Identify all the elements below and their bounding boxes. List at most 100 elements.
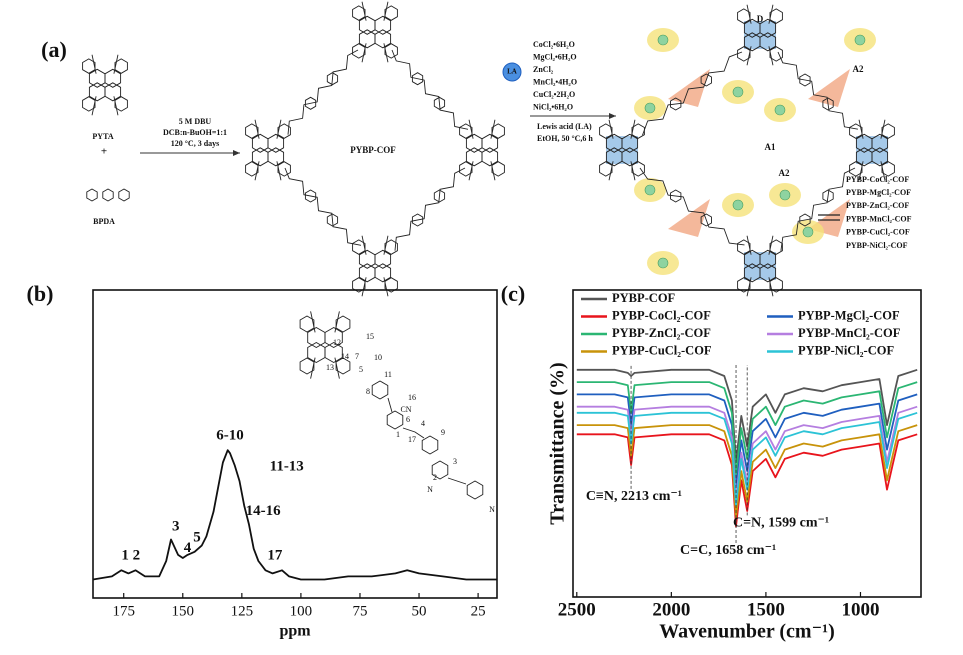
bond <box>310 311 316 333</box>
ring <box>759 249 777 269</box>
annotation: 5 <box>193 529 201 545</box>
atom-label: 4 <box>421 419 425 428</box>
plot-frame <box>92 289 498 599</box>
acceptor-site <box>668 69 710 107</box>
spectrum-line <box>576 433 918 528</box>
bond <box>276 161 282 181</box>
linker <box>642 51 743 136</box>
bond <box>768 46 774 66</box>
arrow-head <box>233 150 240 156</box>
ring <box>352 5 366 21</box>
annotation: 6-10 <box>216 427 244 443</box>
monomer-label: PYTA <box>92 132 113 141</box>
bond <box>361 1 367 21</box>
linker <box>394 167 466 251</box>
annotation: 17 <box>267 548 283 564</box>
atom-label: 5 <box>359 365 363 374</box>
ring <box>481 147 499 167</box>
x-axis-label: Wavenumber (cm⁻¹) <box>659 621 835 643</box>
annotation: 4 <box>184 540 192 556</box>
bond <box>361 43 367 63</box>
annotation: 1 2 <box>121 548 140 564</box>
x-tick-label: 50 <box>412 603 427 619</box>
bond <box>254 161 260 181</box>
monomer-label: BPDA <box>93 217 115 226</box>
annotation: C≡N, 2213 cm⁻¹ <box>586 489 682 504</box>
ring <box>304 189 317 203</box>
ring <box>799 213 811 227</box>
atom-label: 13 <box>326 363 334 372</box>
product: PYBP-MnCl₂-COF <box>846 214 912 223</box>
atom-label: CN <box>400 405 411 414</box>
ring <box>384 239 398 255</box>
x-tick-label: 100 <box>290 603 313 619</box>
product: PYBP-CoCl₂-COF <box>846 175 909 184</box>
ring <box>384 5 398 21</box>
spectrum-line <box>576 405 918 500</box>
ring <box>299 315 315 333</box>
panel-label: (b) <box>27 281 54 306</box>
product: PYBP-MgCl₂-COF <box>846 188 911 197</box>
condition: 120 °C, 3 days <box>171 139 220 148</box>
condition: 5 M DBU <box>179 117 212 126</box>
plot-frame <box>572 289 922 598</box>
x-tick-label: 25 <box>471 603 486 619</box>
ring <box>631 123 645 139</box>
atom-label: 2 <box>433 473 437 482</box>
legend-label: PYBP-MgCl₂-COF <box>798 308 900 322</box>
x-tick-label: 1000 <box>841 599 879 620</box>
site-label: D <box>757 14 764 24</box>
ring <box>421 435 439 455</box>
linker <box>391 49 469 130</box>
atom-label: 14 <box>341 352 349 361</box>
la-bead <box>644 184 656 196</box>
la-bead <box>732 86 744 98</box>
bond <box>630 119 636 139</box>
ring <box>374 263 392 283</box>
la-bead <box>802 226 814 238</box>
bond <box>768 4 774 24</box>
linker <box>777 51 858 130</box>
la-bead <box>657 34 669 46</box>
lewis-acid: NiCl₂•6H₂O <box>533 102 573 111</box>
bond <box>880 161 886 181</box>
bond <box>858 161 864 181</box>
ring <box>822 97 834 111</box>
bond <box>113 96 119 116</box>
spectrum-line <box>576 381 918 476</box>
bond <box>608 161 614 181</box>
x-tick-label: 2500 <box>558 599 596 620</box>
x-tick-label: 150 <box>172 603 195 619</box>
acceptor-site <box>668 199 710 237</box>
ring <box>670 97 682 111</box>
atom-label: 8 <box>366 387 370 396</box>
annotation: C=N, 1599 cm⁻¹ <box>733 516 829 531</box>
ring <box>822 189 834 203</box>
ring <box>737 239 751 255</box>
bond <box>387 397 467 485</box>
ring <box>86 188 98 202</box>
bond <box>630 161 636 181</box>
atom-label: 3 <box>453 457 457 466</box>
ring <box>700 213 712 227</box>
atom-label: N <box>489 505 495 514</box>
ring <box>118 188 130 202</box>
ring <box>104 82 122 102</box>
bond <box>310 357 316 379</box>
atom-label: 1 <box>396 430 400 439</box>
ring <box>267 147 285 167</box>
ring <box>737 8 751 24</box>
bond <box>490 119 496 139</box>
bond <box>361 277 367 297</box>
site-label: A2 <box>779 168 790 178</box>
ring <box>759 18 777 38</box>
la-bead <box>657 257 669 269</box>
cof-label: PYBP-COF <box>350 145 396 155</box>
ring <box>871 147 889 167</box>
bond <box>746 46 752 66</box>
bond <box>383 277 389 297</box>
legend-label: PYBP-CoCl₂-COF <box>612 308 711 322</box>
lewis-acid: CuCl₂•2H₂O <box>533 90 575 99</box>
